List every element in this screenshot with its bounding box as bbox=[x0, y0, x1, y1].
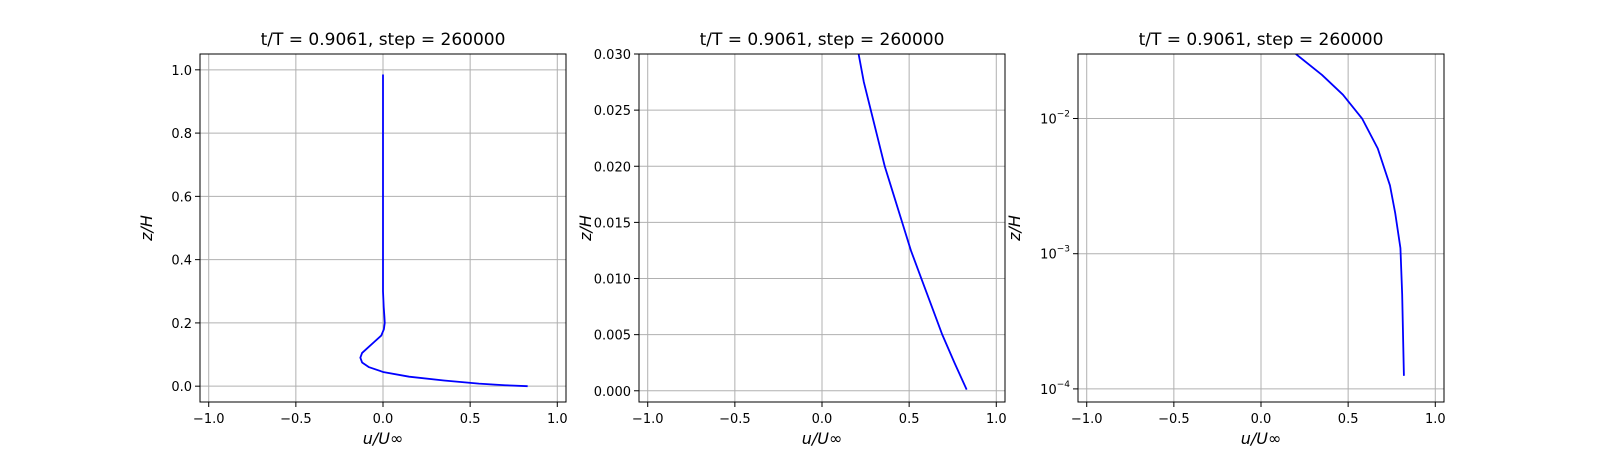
y-axis-label: z/H bbox=[576, 215, 595, 242]
chart-3: −1.0 −0.5 0.0 0.5 1.0 10−4 10−3 10−2 t/T = 0.906… bbox=[1005, 30, 1446, 448]
chart-title: t/T = 0.9061, step = 260000 bbox=[261, 30, 506, 50]
x-tick-label: 0.0 bbox=[373, 412, 394, 427]
x-axis-label: u/U∞ bbox=[802, 429, 843, 448]
series-line bbox=[857, 54, 968, 391]
y-tick-label: 1.0 bbox=[171, 64, 192, 79]
y-tick-label: 10−2 bbox=[1040, 110, 1070, 128]
y-tick-label: 0.000 bbox=[594, 385, 631, 400]
y-tick-label: 10−3 bbox=[1040, 245, 1070, 263]
y-tick-label: 0.8 bbox=[171, 127, 192, 142]
y-tick-label: 0.025 bbox=[594, 104, 631, 119]
y-tick-label: 0.6 bbox=[171, 190, 192, 205]
x-tick-label: 0.5 bbox=[1338, 412, 1359, 427]
x-tick-label: −1.0 bbox=[1071, 412, 1103, 427]
y-tick-label: 10−4 bbox=[1040, 380, 1070, 398]
y-axis-label: z/H bbox=[137, 215, 156, 242]
chart-1: −1.0 −0.5 0.0 0.5 1.0 0.0 0.2 0.4 0.6 0.8 1.0 t/T =… bbox=[137, 30, 568, 448]
x-tick-label: 0.0 bbox=[1251, 412, 1272, 427]
x-tick-label: −1.0 bbox=[632, 412, 664, 427]
series-line bbox=[1295, 54, 1405, 376]
y-tick-label: 0.015 bbox=[594, 216, 631, 231]
x-tick-label: −1.0 bbox=[193, 412, 225, 427]
x-tick-label: 1.0 bbox=[986, 412, 1007, 427]
x-axis-label: u/U∞ bbox=[1241, 429, 1282, 448]
x-axis-label: u/U∞ bbox=[363, 429, 404, 448]
y-tick-label: 0.005 bbox=[594, 329, 631, 344]
x-tick-label: 1.0 bbox=[547, 412, 568, 427]
x-tick-label: 0.0 bbox=[812, 412, 833, 427]
chart-title: t/T = 0.9061, step = 260000 bbox=[700, 30, 945, 50]
y-tick-label: 0.010 bbox=[594, 273, 631, 288]
y-tick-label: 0.0 bbox=[171, 380, 192, 395]
x-tick-label: 1.0 bbox=[1425, 412, 1446, 427]
y-tick-label: 0.030 bbox=[594, 48, 631, 63]
y-tick-label: 0.020 bbox=[594, 160, 631, 175]
chart-title: t/T = 0.9061, step = 260000 bbox=[1139, 30, 1384, 50]
x-tick-label: −0.5 bbox=[280, 412, 312, 427]
y-tick-label: 0.4 bbox=[171, 254, 192, 269]
y-axis-label: z/H bbox=[1005, 215, 1024, 242]
x-tick-label: −0.5 bbox=[1158, 412, 1190, 427]
x-tick-label: 0.5 bbox=[899, 412, 920, 427]
series-line bbox=[359, 74, 528, 388]
chart-2: −1.0 −0.5 0.0 0.5 1.0 0.000 0.005 0.010 0.015 0.0… bbox=[576, 30, 1007, 448]
y-tick-label: 0.2 bbox=[171, 317, 192, 332]
x-tick-label: −0.5 bbox=[719, 412, 751, 427]
x-tick-label: 0.5 bbox=[460, 412, 481, 427]
